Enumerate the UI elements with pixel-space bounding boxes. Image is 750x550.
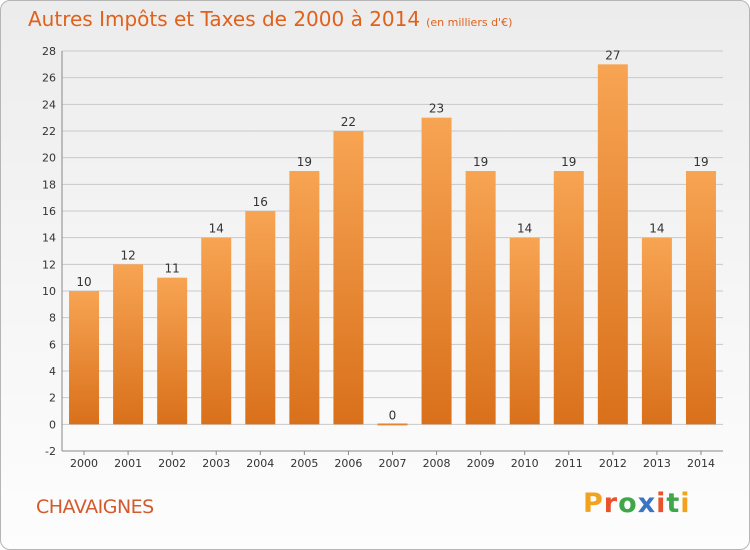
title-unit: (en milliers d'€) <box>426 16 513 29</box>
x-tick-label: 2004 <box>246 457 274 470</box>
logo-letter: x <box>637 488 657 519</box>
bar-value-label: 10 <box>76 275 91 289</box>
bar-value-label: 12 <box>120 248 135 262</box>
logo-letter: t <box>666 488 681 519</box>
x-tick-label: 2008 <box>423 457 451 470</box>
bar-value-label: 14 <box>517 222 532 236</box>
bar-value-label: 19 <box>693 155 708 169</box>
bar-value-label: 22 <box>341 115 356 129</box>
bar-value-label: 0 <box>389 408 397 422</box>
y-tick-label: 0 <box>49 418 56 431</box>
y-tick-label: 22 <box>42 125 56 138</box>
y-tick-label: 2 <box>49 392 56 405</box>
bar <box>157 277 188 425</box>
bar <box>377 423 408 426</box>
x-tick-label: 2012 <box>599 457 627 470</box>
y-tick-label: 4 <box>49 365 56 378</box>
bar <box>641 237 672 425</box>
bar <box>333 131 364 425</box>
x-tick-label: 2013 <box>643 457 671 470</box>
y-tick-label: 12 <box>42 258 56 271</box>
x-tick-label: 2009 <box>467 457 495 470</box>
bar-value-label: 16 <box>253 195 268 209</box>
y-tick-label: 16 <box>42 205 56 218</box>
x-tick-label: 2000 <box>70 457 98 470</box>
y-tick-label: 28 <box>42 45 56 58</box>
bar-value-label: 14 <box>209 222 224 236</box>
logo-letter: P <box>583 488 604 519</box>
x-tick-label: 2003 <box>202 457 230 470</box>
y-tick-label: 24 <box>42 98 56 111</box>
logo-letter: i <box>656 488 667 519</box>
bar <box>685 171 716 425</box>
logo-letter: i <box>680 488 691 519</box>
bar <box>69 291 100 425</box>
proxiti-logo: Proxiti <box>583 488 691 519</box>
title-main: Autres Impôts et Taxes de 2000 à 2014 <box>28 7 421 31</box>
bar-value-label: 27 <box>605 48 620 62</box>
logo-letter: r <box>603 488 619 519</box>
x-tick-label: 2002 <box>158 457 186 470</box>
bar <box>245 211 276 425</box>
bar <box>465 171 496 425</box>
y-tick-label: 20 <box>42 152 56 165</box>
bar <box>421 117 452 425</box>
bar <box>509 237 540 425</box>
bar <box>201 237 232 425</box>
logo-letter: o <box>618 488 638 519</box>
y-tick-label: 8 <box>49 312 56 325</box>
bar <box>597 64 628 425</box>
bar-value-label: 23 <box>429 102 444 116</box>
chart-title: Autres Impôts et Taxes de 2000 à 2014 (en… <box>28 7 512 31</box>
y-tick-label: -2 <box>45 445 56 458</box>
bar-value-label: 11 <box>165 262 180 276</box>
bar <box>553 171 584 425</box>
x-tick-label: 2014 <box>687 457 715 470</box>
x-tick-label: 2001 <box>114 457 142 470</box>
bar-value-label: 19 <box>473 155 488 169</box>
x-tick-label: 2005 <box>290 457 318 470</box>
bar-value-label: 19 <box>297 155 312 169</box>
bar-value-label: 14 <box>649 222 664 236</box>
bar-value-label: 19 <box>561 155 576 169</box>
y-tick-label: 14 <box>42 232 56 245</box>
y-tick-label: 18 <box>42 178 56 191</box>
x-tick-label: 2010 <box>511 457 539 470</box>
bar <box>113 264 144 425</box>
y-tick-label: 26 <box>42 72 56 85</box>
town-name: CHAVAIGNES <box>36 496 154 518</box>
x-tick-label: 2011 <box>555 457 583 470</box>
y-tick-label: 6 <box>49 338 56 351</box>
bar <box>289 171 320 425</box>
x-tick-label: 2007 <box>379 457 407 470</box>
y-tick-label: 10 <box>42 285 56 298</box>
x-tick-label: 2006 <box>334 457 362 470</box>
